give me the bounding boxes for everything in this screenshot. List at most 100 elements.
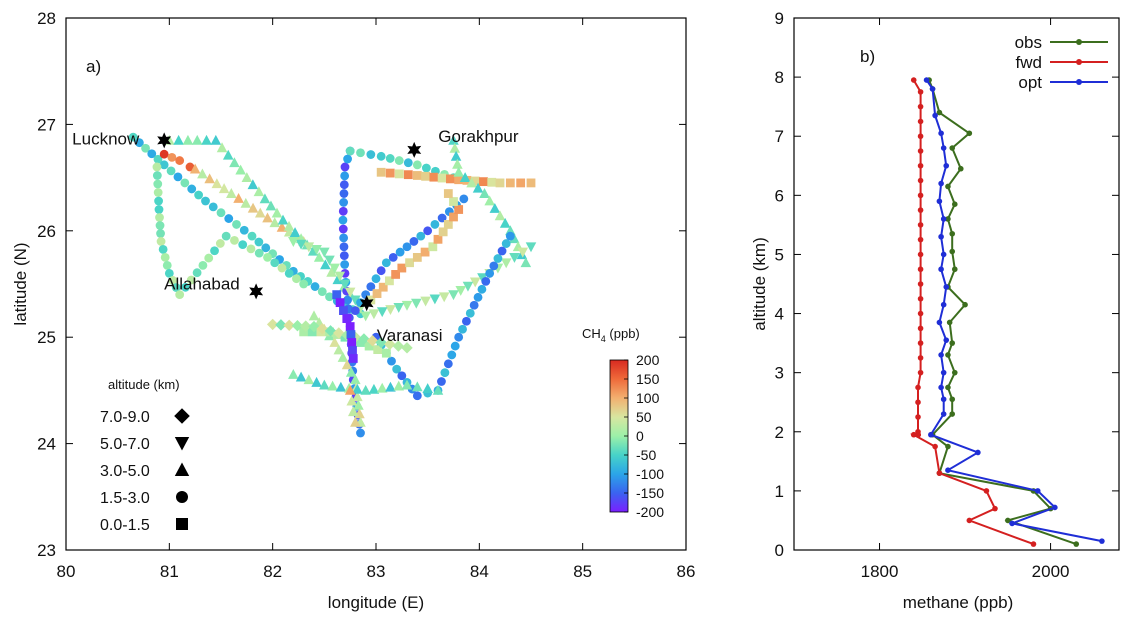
data-point (462, 281, 474, 292)
data-point (448, 290, 459, 301)
data-point (224, 214, 234, 223)
data-point (346, 395, 357, 406)
data-point (270, 258, 280, 268)
city-label: Allahabad (164, 274, 240, 293)
data-point (338, 224, 348, 234)
altitude-legend-marker-circle-icon (176, 491, 188, 503)
data-point (191, 134, 203, 145)
data-point (509, 253, 520, 263)
data-point (447, 350, 457, 360)
series-point-opt (928, 431, 934, 438)
series-point-obs (936, 109, 943, 116)
colorbar-tick-label: -100 (636, 466, 664, 482)
data-point (295, 239, 307, 250)
series-point-fwd (917, 192, 924, 199)
series-point-opt (940, 396, 947, 403)
series-point-obs (1005, 517, 1011, 524)
data-point (352, 391, 363, 402)
y-tick-label: 7 (775, 127, 784, 146)
x-tick-label: 81 (160, 562, 179, 581)
data-point (525, 242, 537, 253)
altitude-legend-label: 0.0-1.5 (100, 517, 150, 534)
data-point (239, 225, 249, 235)
data-point (153, 179, 163, 189)
data-point (376, 151, 386, 161)
series-point-obs (951, 201, 958, 207)
data-point (462, 316, 471, 326)
panel-a-ticks: 80 81 82 83 84 85 86 23 24 25 26 27 28 (37, 9, 695, 581)
data-point (360, 384, 371, 395)
series-point-fwd (1030, 541, 1037, 547)
data-point (152, 162, 162, 172)
data-point (411, 298, 422, 309)
data-point (253, 186, 265, 197)
altitude-legend-marker-diamond-icon (174, 408, 190, 424)
data-point (173, 172, 183, 182)
altitude-legend-label: 7.0-9.0 (100, 409, 150, 426)
data-point (402, 242, 412, 252)
altitude-marker-legend: altitude (km) 7.0-9.0 5.0-7.0 3.0-5.0 1.5-3… (100, 377, 190, 534)
series-point-fwd (917, 222, 924, 228)
data-point (159, 149, 169, 159)
data-point (332, 274, 344, 285)
series-point-fwd (917, 281, 924, 287)
y-tick-label: 1 (775, 482, 784, 501)
x-tick-label: 83 (367, 562, 386, 581)
data-point (421, 171, 430, 181)
data-point (495, 178, 505, 188)
data-point (208, 202, 218, 212)
data-point (453, 166, 464, 177)
panel-a-y-axis-label: latitude (N) (11, 242, 30, 325)
data-point (437, 377, 446, 386)
data-point (162, 260, 172, 270)
data-point (394, 156, 404, 165)
data-point (339, 189, 349, 198)
data-point (352, 383, 363, 394)
altitude-legend-marker-triangle-up-icon (174, 462, 190, 476)
series-point-opt (936, 319, 943, 326)
data-point (194, 190, 204, 200)
data-point (254, 237, 264, 247)
data-point (412, 171, 422, 180)
series-point-obs (946, 319, 953, 326)
data-point (443, 220, 453, 229)
data-point (192, 268, 202, 278)
data-point (368, 383, 380, 394)
data-point (329, 337, 340, 347)
data-point (284, 268, 294, 278)
data-point (313, 251, 325, 262)
x-tick-label: 86 (677, 562, 696, 581)
data-point (450, 341, 460, 351)
y-tick-label: 4 (775, 305, 784, 324)
data-point (344, 384, 356, 395)
data-point (346, 330, 356, 339)
data-point (189, 163, 201, 174)
data-point (481, 276, 491, 286)
series-point-obs (962, 301, 968, 308)
series-point-obs (945, 443, 951, 450)
data-point (387, 356, 396, 366)
data-point (437, 173, 447, 183)
data-point (366, 150, 376, 159)
series-point-fwd (917, 295, 924, 302)
y-tick-label: 25 (37, 328, 56, 347)
data-point (295, 371, 307, 382)
data-point (430, 220, 440, 229)
series-point-fwd (936, 470, 943, 476)
series-point-opt (940, 411, 947, 417)
data-point (376, 167, 386, 177)
data-point (452, 158, 463, 169)
data-point (327, 380, 338, 391)
data-point (221, 231, 231, 241)
data-point (254, 248, 264, 258)
colorbar-tick-label: 150 (636, 371, 660, 387)
data-point (500, 258, 512, 269)
data-point (350, 416, 361, 427)
x-tick-label: 80 (57, 562, 76, 581)
data-point (497, 246, 507, 256)
data-point (246, 244, 256, 254)
data-point (449, 142, 461, 153)
data-point (277, 214, 289, 225)
data-point (385, 305, 396, 316)
data-point (364, 341, 374, 351)
